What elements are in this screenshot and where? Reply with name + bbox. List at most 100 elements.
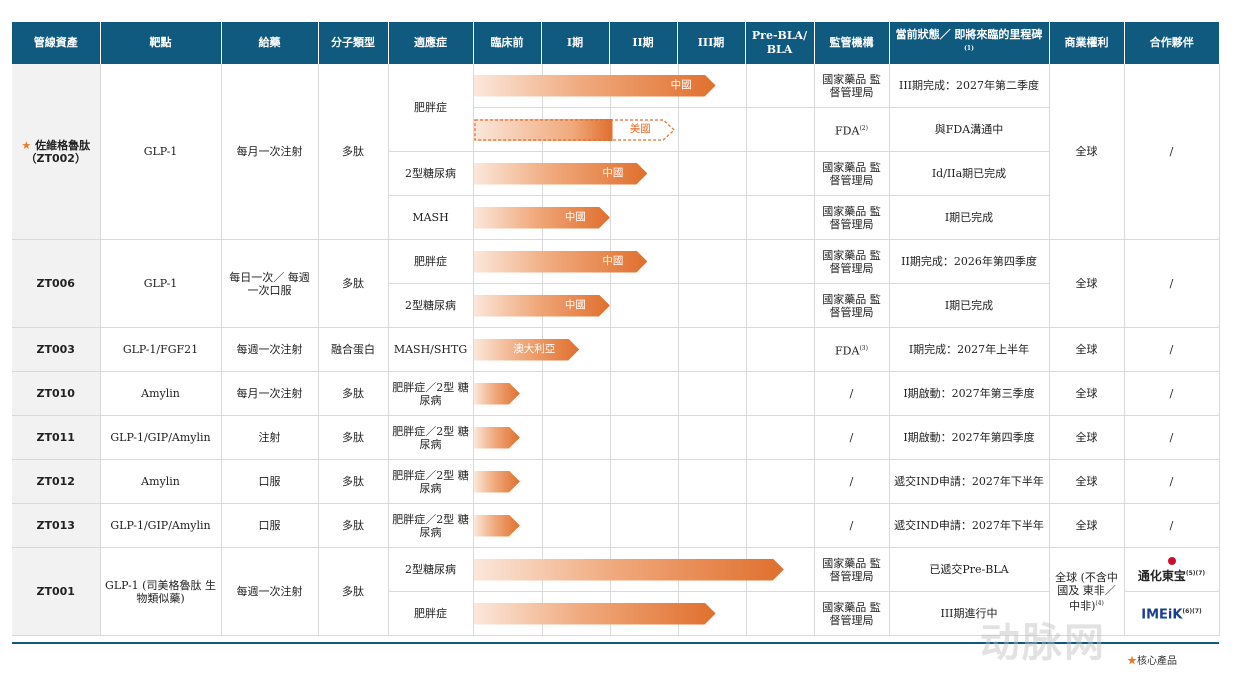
header-status: 當前狀態／ 即將來臨的里程碑(1) <box>889 22 1050 64</box>
phase-divider <box>746 592 748 635</box>
status-cell: Id/IIa期已完成 <box>889 151 1050 196</box>
progress-bar: 中國 <box>474 295 610 317</box>
status-cell: I期啟動：2027年第四季度 <box>889 415 1050 460</box>
partner-cell: 通化東宝(5)(7) <box>1124 547 1220 592</box>
target-cell: Amylin <box>100 459 222 504</box>
phase-divider <box>746 64 748 107</box>
header-indication: 適應症 <box>388 22 474 64</box>
modality-cell: 多肽 <box>318 503 389 548</box>
indication-cell: 肥胖症 <box>388 239 474 284</box>
partner-logo-imeik: IMEiK(6)(7) <box>1141 607 1202 623</box>
regulator-cell: 國家藥品 監督管理局 <box>814 547 890 592</box>
progress-track: 中國 <box>473 283 815 328</box>
progress-bar: 中國 <box>474 251 648 273</box>
progress-bar: 澳大利亞 <box>474 339 580 361</box>
phase-divider <box>678 416 680 459</box>
table-row: ZT006 GLP-1 每日一次／ 每週一次口服 多肽 肥胖症 中國 國家藥品 … <box>12 239 1220 328</box>
partner-cell: / <box>1124 327 1220 372</box>
phase-grid <box>474 372 814 415</box>
dosing-cell: 每月一次注射 <box>221 64 319 240</box>
progress-bar <box>474 559 784 581</box>
rights-cell: 全球 <box>1049 239 1125 328</box>
phase-divider <box>609 284 611 327</box>
phase-divider <box>609 416 611 459</box>
table-row: ZT013 GLP-1/GIP/Amylin 口服 多肽 肥胖症／2型 糖尿病 … <box>12 503 1220 548</box>
table-row: 美國 FDA(2) 與FDA溝通中 <box>12 107 1219 152</box>
progress-bar: 中國 <box>474 163 648 185</box>
regulator-cell: FDA(2) <box>814 107 890 152</box>
table-row: ZT012 Amylin 口服 多肽 肥胖症／2型 糖尿病 / 遞交IND申請：… <box>12 459 1220 504</box>
regulator-cell: / <box>814 415 890 460</box>
indication-cell: 2型糖尿病 <box>388 283 474 328</box>
progress-bar: 美國 <box>473 118 675 141</box>
phase-divider <box>678 328 680 371</box>
regulator-cell: 國家藥品 監督管理局 <box>814 239 890 284</box>
pipeline-table: 管線資產 靶點 給藥 分子類型 適應症 臨床前 I期 II期 III期 Pre-… <box>12 22 1220 636</box>
regulator-cell: 國家藥品 監督管理局 <box>814 195 890 240</box>
status-cell: III期進行中 <box>889 591 1050 636</box>
phase-grid <box>474 504 814 547</box>
progress-bar: 中國 <box>474 75 716 97</box>
target-cell: GLP-1/FGF21 <box>100 327 222 372</box>
header-preclinical: 臨床前 <box>473 22 542 64</box>
rights-cell: 全球 <box>1049 371 1125 416</box>
modality-cell: 多肽 <box>318 459 389 504</box>
dosing-cell: 每週一次注射 <box>221 327 319 372</box>
progress-bar <box>474 383 520 405</box>
phase-divider <box>609 504 611 547</box>
table-row: 2型糖尿病 中國 國家藥品 監督管理局 I期已完成 <box>12 283 1219 328</box>
partner-cell: / <box>1124 64 1220 240</box>
progress-track: 中國 <box>473 64 815 108</box>
regulator-cell: / <box>814 459 890 504</box>
regulator-cell: 國家藥品 監督管理局 <box>814 591 890 636</box>
progress-track <box>473 503 815 548</box>
asset-cell: ZT011 <box>12 415 101 460</box>
target-cell: GLP-1 <box>100 239 222 328</box>
progress-track <box>473 371 815 416</box>
asset-cell: ★ 佐維格魯肽（ZT002） <box>12 64 101 240</box>
target-cell: GLP-1 <box>100 64 222 240</box>
phase-divider <box>678 152 680 195</box>
phase-divider <box>746 196 748 239</box>
progress-track: 澳大利亞 <box>473 327 815 372</box>
indication-cell: 肥胖症／2型 糖尿病 <box>388 459 474 504</box>
indication-cell: 肥胖症／2型 糖尿病 <box>388 415 474 460</box>
indication-cell: 肥胖症／2型 糖尿病 <box>388 371 474 416</box>
phase-divider <box>678 240 680 283</box>
asset-cell: ZT001 <box>12 547 101 636</box>
partner-cell: / <box>1124 371 1220 416</box>
partner-cell: / <box>1124 239 1220 328</box>
regulator-cell: 國家藥品 監督管理局 <box>814 151 890 196</box>
partner-cell: / <box>1124 459 1220 504</box>
status-cell: 已遞交Pre-BLA <box>889 547 1050 592</box>
partner-cell: IMEiK(6)(7) <box>1124 591 1220 636</box>
header-asset: 管線資產 <box>12 22 101 64</box>
tonghua-logo-icon <box>1167 556 1176 565</box>
indication-cell: 2型糖尿病 <box>388 151 474 196</box>
progress-bar-label: 中國 <box>602 255 624 267</box>
rights-cell: 全球 <box>1049 459 1125 504</box>
table-row: ZT011 GLP-1/GIP/Amylin 注射 多肽 肥胖症／2型 糖尿病 … <box>12 415 1220 460</box>
phase-divider <box>609 372 611 415</box>
header-dosing: 給藥 <box>221 22 319 64</box>
progress-track <box>473 459 815 504</box>
asset-cell: ZT006 <box>12 239 101 328</box>
modality-cell: 多肽 <box>318 239 389 328</box>
dosing-cell: 注射 <box>221 415 319 460</box>
progress-bar-label: 中國 <box>602 167 624 179</box>
header-modality: 分子類型 <box>318 22 389 64</box>
phase-divider <box>746 152 748 195</box>
header-prebla: Pre-BLA/ BLA <box>745 22 815 64</box>
progress-bar <box>474 427 520 449</box>
progress-bar-label: 中國 <box>564 211 586 223</box>
progress-bar-label: 美國 <box>629 123 651 135</box>
progress-track <box>473 591 815 636</box>
phase-divider <box>609 328 611 371</box>
phase-divider <box>678 196 680 239</box>
modality-cell: 多肽 <box>318 415 389 460</box>
regulator-cell: / <box>814 503 890 548</box>
rights-cell: 全球 <box>1049 64 1125 240</box>
header-phase1: I期 <box>541 22 610 64</box>
phase-divider <box>678 284 680 327</box>
table-row: MASH 中國 國家藥品 監督管理局 I期已完成 <box>12 195 1219 240</box>
